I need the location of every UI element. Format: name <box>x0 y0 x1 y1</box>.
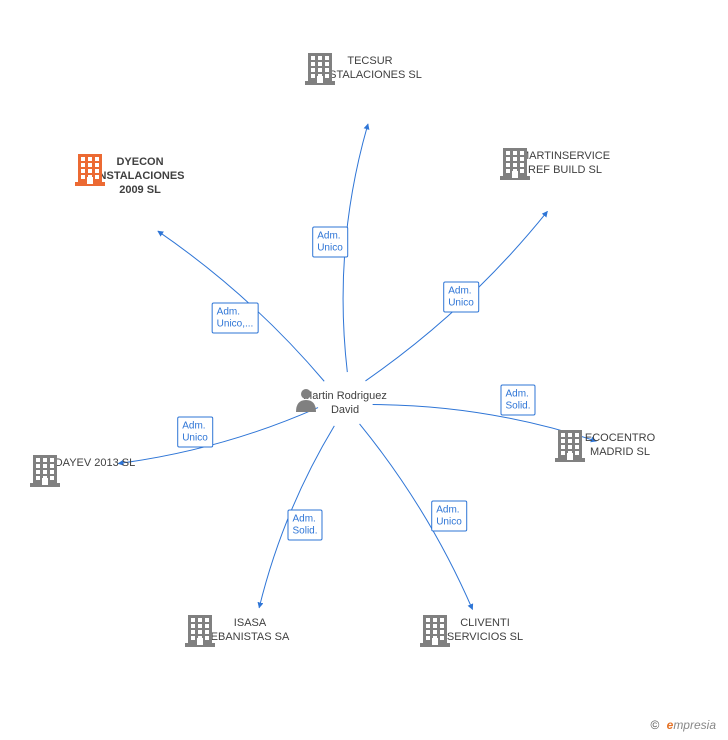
company-label: DYECON INSTALACIONES 2009 SL <box>95 156 184 197</box>
edge-label: Adm. Unico <box>312 227 348 258</box>
edge-label: Adm. Unico <box>177 417 213 448</box>
company-node[interactable]: ECOCENTRO MADRID SL <box>555 428 685 460</box>
company-label: DAYEV 2013 SL <box>55 457 136 471</box>
company-node[interactable]: TECSUR INSTALACIONES SL <box>305 51 435 83</box>
copyright-symbol: © <box>650 718 659 732</box>
edge-label: Adm. Unico <box>443 282 479 313</box>
edge-label: Adm. Solid. <box>500 385 535 416</box>
company-node[interactable]: ISASA EBANISTAS SA <box>185 613 315 645</box>
company-node[interactable]: CLIVENTI SERVICIOS SL <box>420 613 550 645</box>
edge-label: Adm. Unico <box>431 501 467 532</box>
brand-name: empresia <box>667 718 716 732</box>
company-node[interactable]: DYECON INSTALACIONES 2009 SL <box>75 152 205 197</box>
company-label: CLIVENTI SERVICIOS SL <box>447 617 523 645</box>
company-label: MARTINSERVICE REF BUILD SL <box>520 150 610 178</box>
edge-label: Adm. Unico,... <box>212 303 259 334</box>
company-label: ECOCENTRO MADRID SL <box>585 432 655 460</box>
company-node[interactable]: MARTINSERVICE REF BUILD SL <box>500 146 630 178</box>
edge-label: Adm. Solid. <box>287 510 322 541</box>
company-label: ISASA EBANISTAS SA <box>211 617 290 645</box>
attribution: © empresia <box>650 718 716 732</box>
center-person-node[interactable]: Martin Rodriguez David <box>295 388 395 418</box>
company-node[interactable]: DAYEV 2013 SL <box>30 453 160 471</box>
